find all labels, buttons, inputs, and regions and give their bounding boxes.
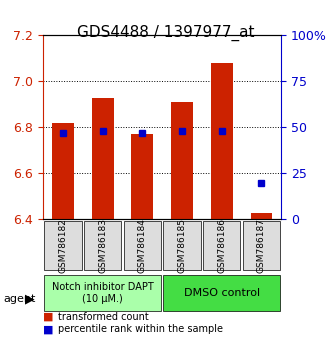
FancyBboxPatch shape: [164, 221, 201, 270]
FancyBboxPatch shape: [84, 221, 121, 270]
Bar: [171, 102, 193, 219]
Text: agent: agent: [3, 294, 36, 304]
Bar: [92, 98, 114, 219]
Text: GSM786185: GSM786185: [177, 218, 187, 273]
FancyBboxPatch shape: [124, 221, 161, 270]
FancyBboxPatch shape: [44, 275, 161, 311]
Bar: [211, 63, 233, 219]
Bar: [251, 213, 272, 219]
Text: GSM786184: GSM786184: [138, 218, 147, 273]
FancyBboxPatch shape: [44, 221, 81, 270]
Text: GSM786182: GSM786182: [58, 218, 68, 273]
Text: GSM786186: GSM786186: [217, 218, 226, 273]
Text: GSM786183: GSM786183: [98, 218, 107, 273]
Text: ■: ■: [43, 324, 54, 334]
Bar: [52, 123, 74, 219]
Bar: [131, 135, 153, 219]
Text: GSM786187: GSM786187: [257, 218, 266, 273]
Text: percentile rank within the sample: percentile rank within the sample: [58, 324, 223, 334]
Text: ■: ■: [43, 312, 54, 322]
Text: Notch inhibitor DAPT
(10 μM.): Notch inhibitor DAPT (10 μM.): [52, 282, 154, 304]
FancyBboxPatch shape: [164, 275, 280, 311]
Text: GDS4488 / 1397977_at: GDS4488 / 1397977_at: [77, 25, 254, 41]
Text: DMSO control: DMSO control: [184, 288, 260, 298]
FancyBboxPatch shape: [203, 221, 240, 270]
Text: transformed count: transformed count: [58, 312, 149, 322]
FancyBboxPatch shape: [243, 221, 280, 270]
Text: ▶: ▶: [25, 293, 34, 306]
